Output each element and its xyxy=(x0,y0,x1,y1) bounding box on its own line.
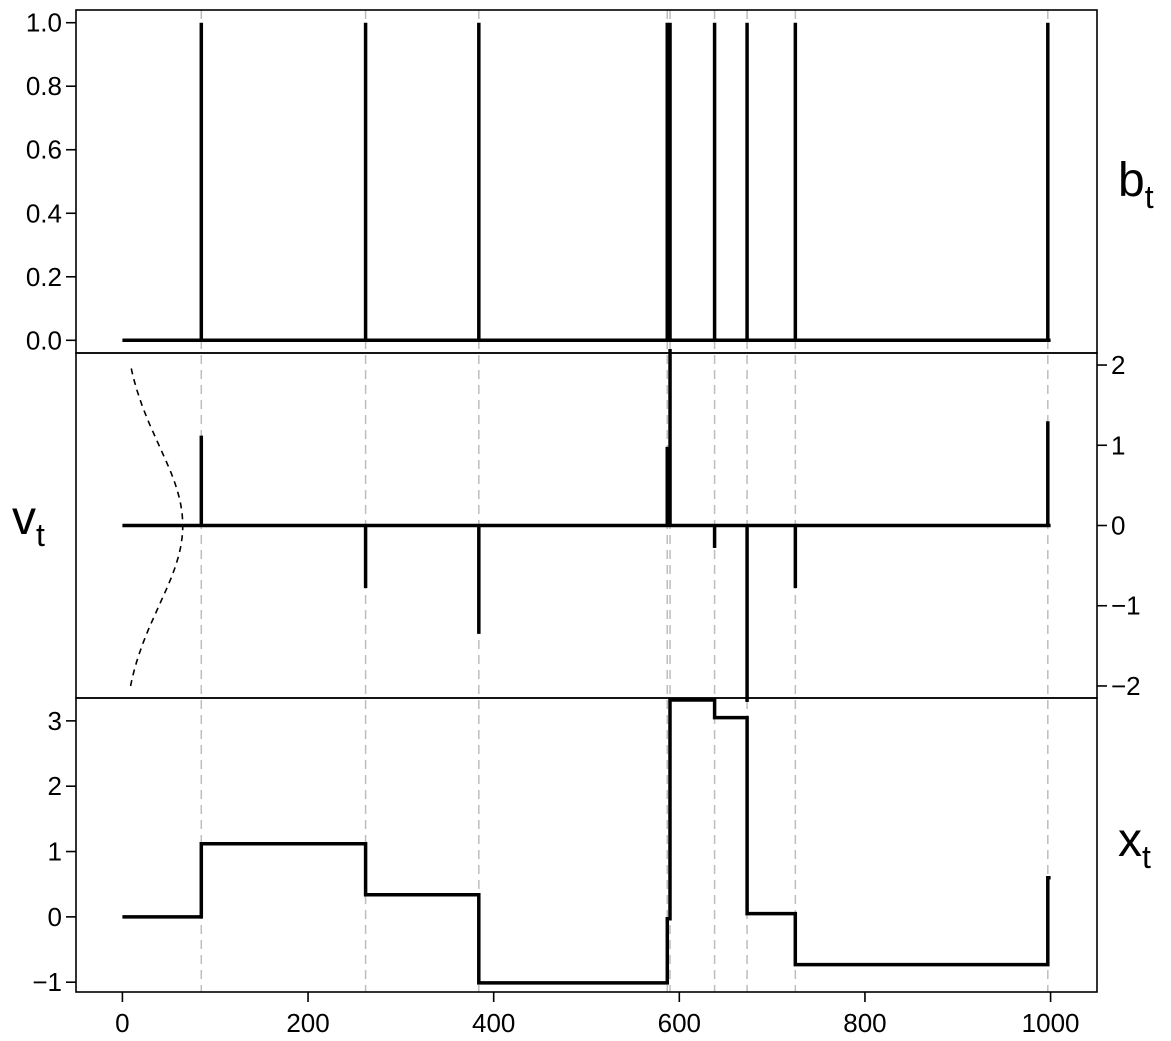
x-y-tick-label: −1 xyxy=(32,967,62,997)
x-step-line xyxy=(122,698,1051,985)
b-y-tick-label: 1.0 xyxy=(26,8,62,38)
panel-frames xyxy=(75,9,1098,993)
b-y-tick-label: 0.8 xyxy=(26,71,62,101)
b-y-tick-label: 0.0 xyxy=(26,325,62,355)
x-y-tick-label: 2 xyxy=(48,771,62,801)
x-axis-tick-label: 600 xyxy=(658,1008,701,1038)
x-y-tick-label: 1 xyxy=(48,837,62,867)
b-y-tick-label: 0.4 xyxy=(26,198,62,228)
x-axis-tick-label: 400 xyxy=(472,1008,515,1038)
v-y-tick-label: 2 xyxy=(1111,350,1125,380)
x-y-tick-label: 0 xyxy=(48,902,62,932)
v-y-tick-label: −1 xyxy=(1111,591,1141,621)
b-panel-label: bt xyxy=(1118,154,1154,215)
x-axis-tick-label: 800 xyxy=(843,1008,886,1038)
x-axis-tick-label: 1000 xyxy=(1022,1008,1080,1038)
x-y-tick-label: 3 xyxy=(48,706,62,736)
bottom-panel-frame xyxy=(75,697,1098,993)
v-y-tick-label: 0 xyxy=(1111,511,1125,541)
b-y-tick-label: 0.6 xyxy=(26,135,62,165)
v-y-tick-label: −2 xyxy=(1111,671,1141,701)
b-y-tick-label: 0.2 xyxy=(26,262,62,292)
v-y-tick-label: 1 xyxy=(1111,430,1125,460)
axes-layer: 0.0 0.2 0.4 0.6 0.8 1.0 2 1 0 −1 −2 −1 0 1 2 3 0 200 400 60… xyxy=(26,8,1141,1038)
panel-labels: bt vt xt xyxy=(12,154,1154,875)
top-panel-frame xyxy=(75,9,1098,354)
series-layer xyxy=(122,22,1051,985)
x-axis-tick-label: 0 xyxy=(115,1008,129,1038)
v-panel-label: vt xyxy=(12,492,45,553)
x-panel-label: xt xyxy=(1118,814,1151,875)
x-axis-tick-label: 200 xyxy=(286,1008,329,1038)
